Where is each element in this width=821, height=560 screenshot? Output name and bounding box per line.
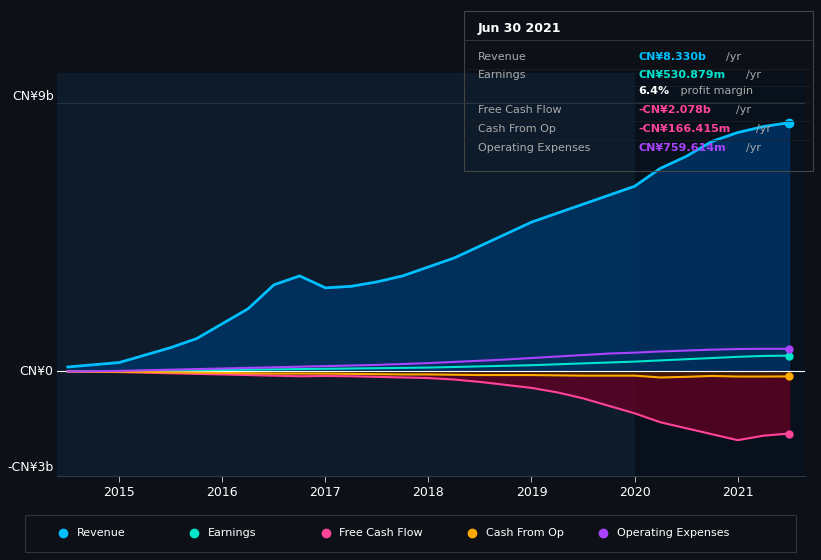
Text: 6.4%: 6.4% — [639, 86, 669, 96]
Text: -CN¥2.078b: -CN¥2.078b — [639, 105, 711, 115]
Text: /yr: /yr — [727, 53, 741, 63]
Text: Revenue: Revenue — [77, 529, 126, 538]
Text: Jun 30 2021: Jun 30 2021 — [478, 22, 562, 35]
Text: CN¥0: CN¥0 — [20, 365, 53, 378]
Text: /yr: /yr — [745, 70, 761, 80]
Text: Cash From Op: Cash From Op — [486, 529, 564, 538]
Text: CN¥9b: CN¥9b — [12, 90, 53, 102]
Text: Earnings: Earnings — [478, 70, 526, 80]
Text: CN¥8.330b: CN¥8.330b — [639, 53, 706, 63]
Text: Free Cash Flow: Free Cash Flow — [340, 529, 423, 538]
Text: Revenue: Revenue — [478, 53, 526, 63]
Text: /yr: /yr — [745, 143, 761, 153]
Text: Free Cash Flow: Free Cash Flow — [478, 105, 562, 115]
Bar — [635, 73, 805, 476]
Text: Earnings: Earnings — [209, 529, 257, 538]
Text: -CN¥3b: -CN¥3b — [7, 461, 53, 474]
Text: Operating Expenses: Operating Expenses — [617, 529, 730, 538]
Text: profit margin: profit margin — [677, 86, 754, 96]
Text: -CN¥166.415m: -CN¥166.415m — [639, 124, 731, 134]
Text: CN¥530.879m: CN¥530.879m — [639, 70, 726, 80]
Text: CN¥759.614m: CN¥759.614m — [639, 143, 726, 153]
Text: /yr: /yr — [736, 105, 751, 115]
Text: Operating Expenses: Operating Expenses — [478, 143, 590, 153]
Text: /yr: /yr — [755, 124, 771, 134]
Text: Cash From Op: Cash From Op — [478, 124, 556, 134]
